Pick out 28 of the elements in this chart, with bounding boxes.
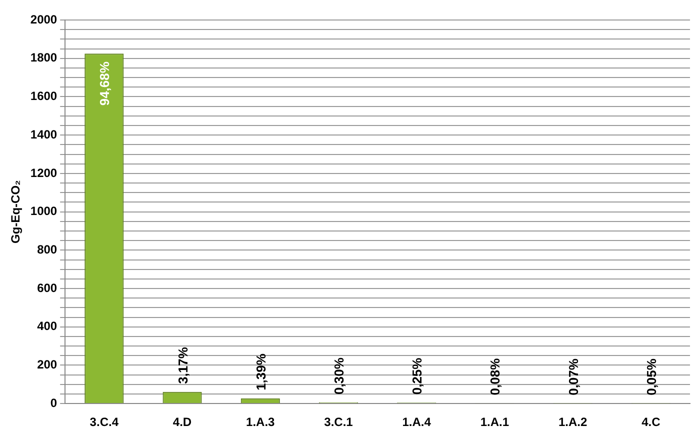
- annotation: 0,25%: [410, 357, 425, 395]
- y-tick-label: 1400: [30, 127, 58, 142]
- y-tick-label: 400: [37, 319, 58, 334]
- y-axis-title: Gg-Eq-CO₂: [8, 180, 23, 244]
- x-tick-label: 1.A.4: [402, 415, 432, 430]
- y-tick-label: 200: [37, 358, 58, 372]
- y-tick-label: 1600: [30, 89, 58, 104]
- x-tick-label: 1.A.3: [246, 415, 276, 430]
- y-tick-label: 800: [37, 242, 58, 256]
- y-tick-label: 1000: [30, 204, 58, 218]
- x-tick-label: 1.A.1: [480, 415, 510, 430]
- x-tick-label: 3.C.1: [324, 415, 354, 430]
- y-tick-label: 1200: [30, 166, 58, 180]
- annotation: 1,39%: [253, 353, 268, 390]
- annotation: 0,05%: [644, 358, 659, 396]
- y-tick-label: 0: [50, 396, 58, 410]
- y-tick-label: 600: [37, 280, 58, 295]
- annotation: 3,17%: [175, 346, 190, 384]
- x-tick-label: 4.C: [642, 415, 661, 430]
- x-tick-label: 1.A.2: [558, 415, 588, 430]
- y-tick-label: 2000: [30, 12, 58, 26]
- y-tick-label: 1800: [30, 50, 58, 65]
- annotation: 0,07%: [566, 358, 581, 396]
- x-tick-label: 4.D: [172, 415, 192, 430]
- annotation: 0,30%: [331, 357, 346, 394]
- x-tick-label: 3.C.4: [90, 415, 119, 430]
- annotation: 94,68%: [97, 61, 112, 106]
- annotation: 0,08%: [488, 358, 503, 396]
